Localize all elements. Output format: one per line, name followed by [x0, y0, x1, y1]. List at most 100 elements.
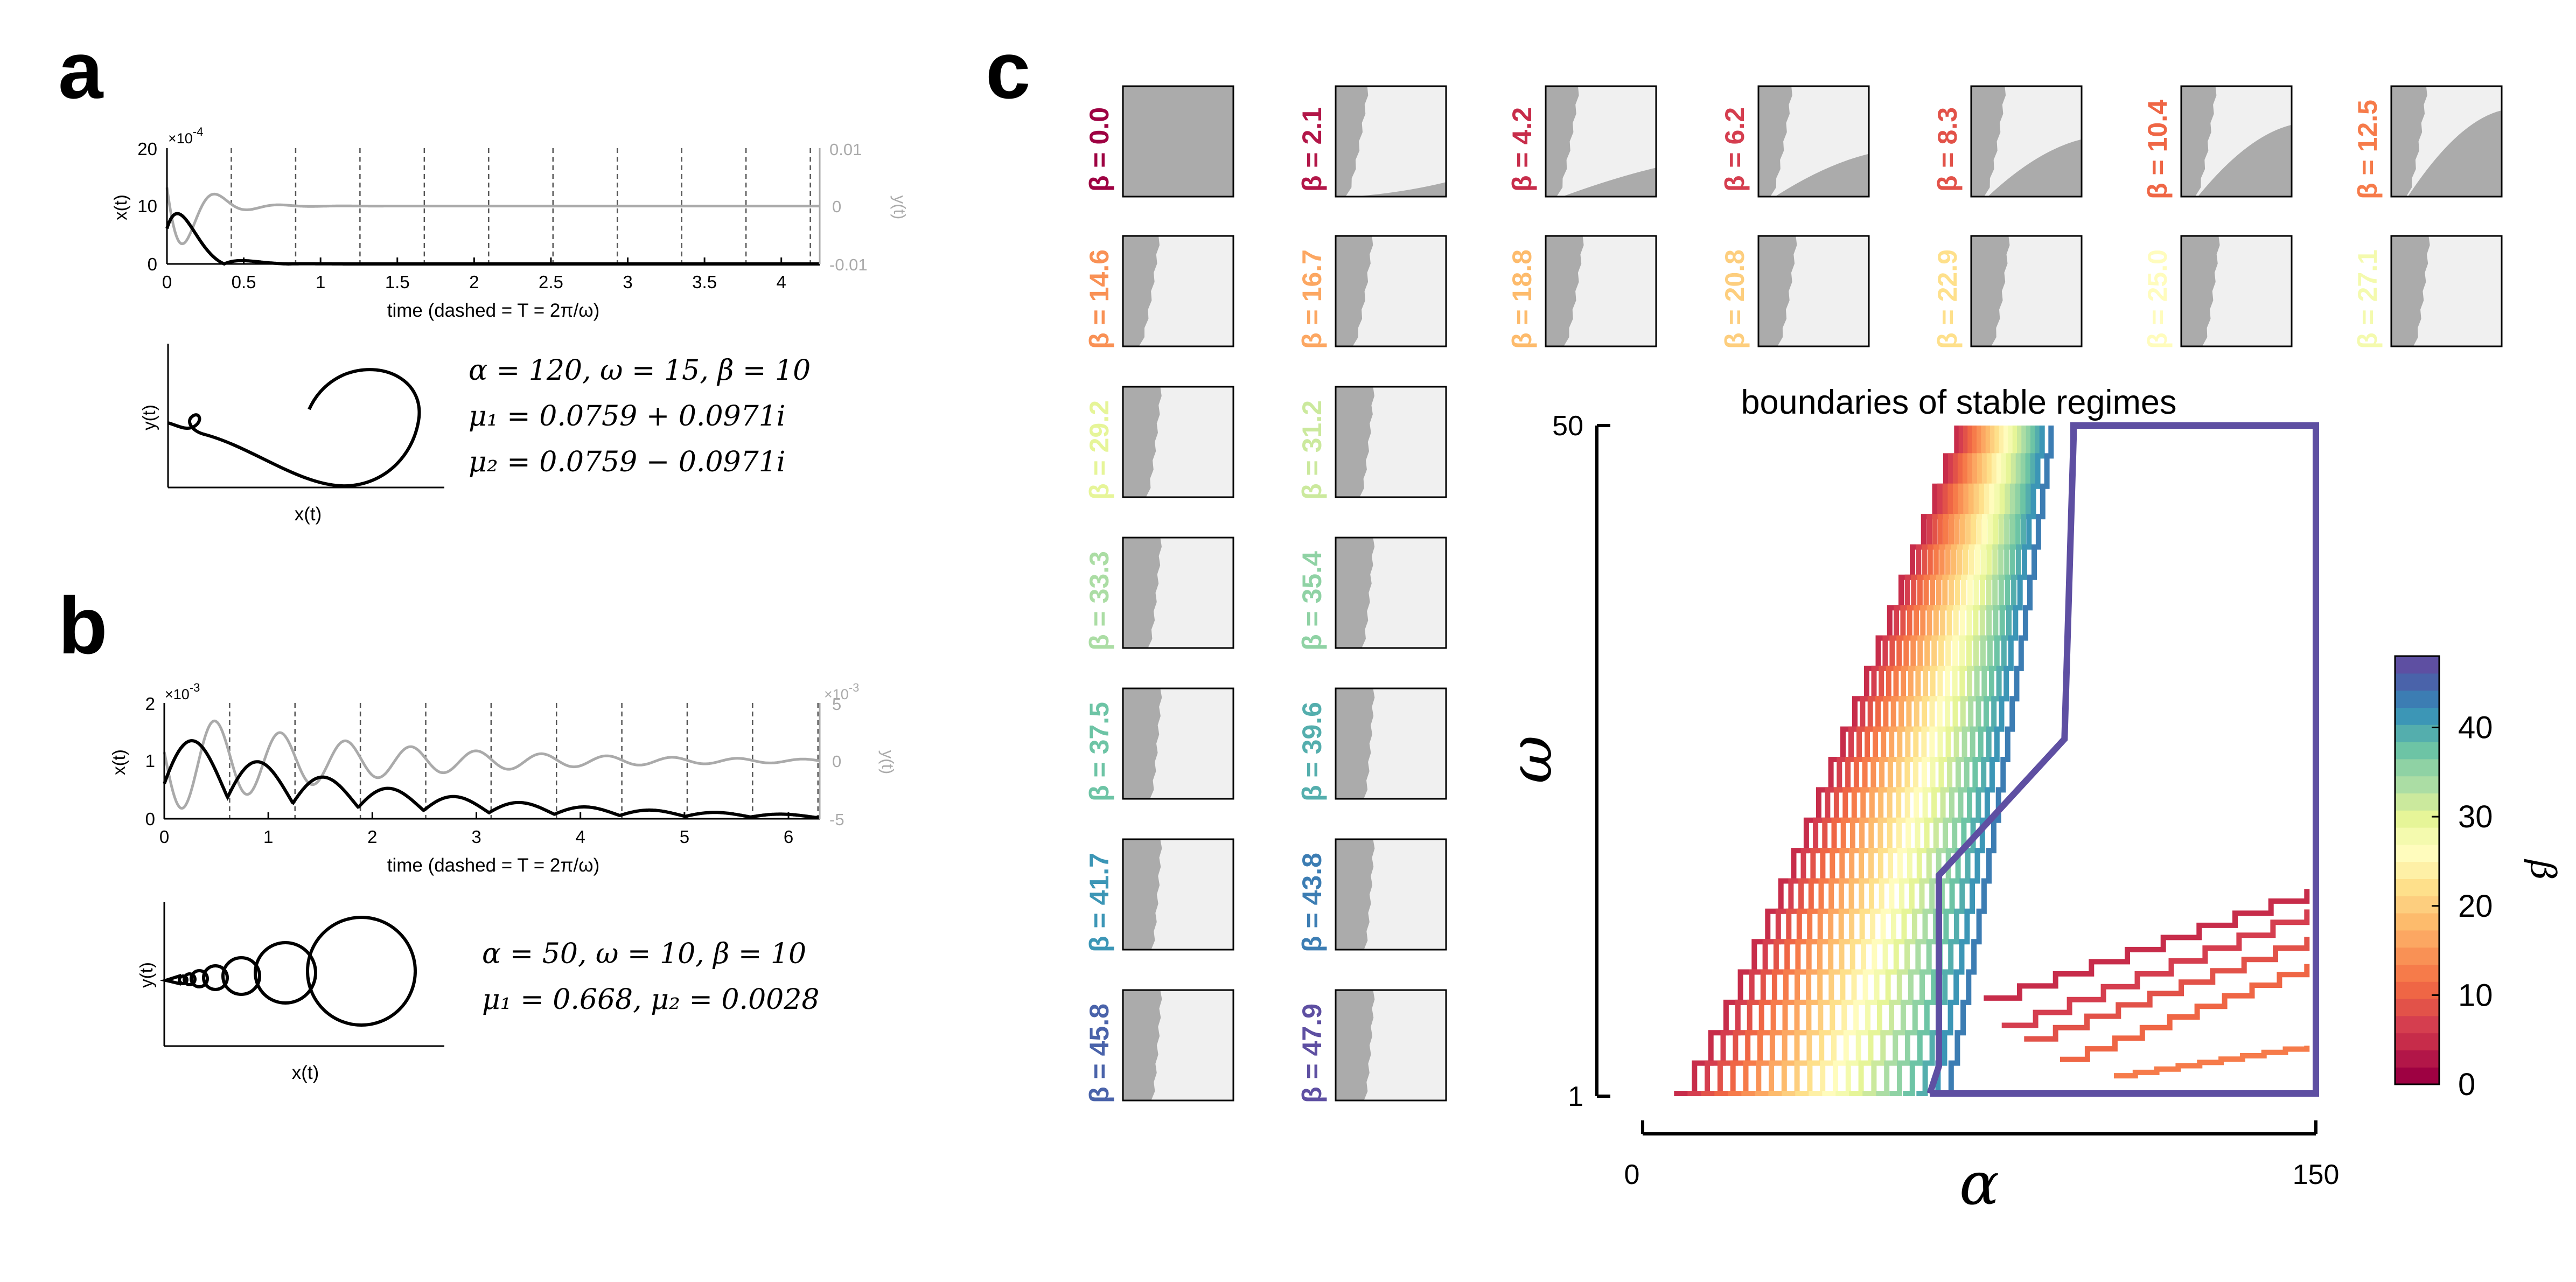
lower-boundary-contour [2114, 1046, 2310, 1079]
a-xtick-label: 3 [623, 272, 632, 292]
beta-thumbnail: β = 31.2 [1297, 386, 1447, 500]
beta-label: β = 6.2 [1720, 107, 1750, 192]
colorbar-ticks: 0 10 20 30 40 [2432, 710, 2493, 1102]
beta-thumbnail: β = 39.6 [1297, 687, 1447, 802]
thumbnail-frame [1122, 687, 1234, 800]
panel-label-c: c [986, 25, 1030, 115]
beta-label: β = 25.0 [2142, 249, 2173, 349]
colorbar-bands [2395, 656, 2439, 1085]
beta-label: β = 22.9 [1932, 249, 1963, 349]
beta-label: β = 43.8 [1297, 853, 1327, 952]
colorbar-frame [2394, 655, 2440, 1085]
colorbar-band [2395, 1067, 2439, 1085]
colorbar-band [2395, 793, 2439, 811]
beta-thumbnail: β = 25.0 [2142, 235, 2293, 349]
beta-thumbnail: β = 33.3 [1084, 537, 1234, 651]
contour-plot: boundaries of stable regimes 50 1 ω 0 15… [1496, 384, 2339, 1218]
panel-label-a: a [58, 25, 104, 115]
panel-a-ytick-20: 20 [137, 139, 157, 159]
thumbnail-stable-region [1556, 86, 1656, 197]
contour-title: boundaries of stable regimes [1741, 384, 2177, 421]
beta-thumbnail-grid: β = 0.0 β = 2.1 β = 4.2 β = 6.2 β = 8.3 β = 1… [1084, 85, 2503, 1103]
colorbar-band [2395, 844, 2439, 862]
panel-b-phase-xlabel: x(t) [292, 1062, 319, 1083]
thumbnail-stable-region [1359, 387, 1446, 497]
beta-label: β = 12.5 [2352, 100, 2383, 199]
colorbar-band [2395, 776, 2439, 793]
panel-a-phase-trajectory [167, 368, 421, 488]
colorbar-band [2395, 656, 2439, 674]
panel-b-x-tick-labels: 0 1 2 3 4 5 6 [159, 827, 793, 847]
panel-a-y-series [165, 187, 820, 246]
thumbnail-stable-region [1352, 236, 1446, 346]
lower-boundary-contour [2024, 937, 2310, 1042]
beta-colorbar: 0 10 20 30 40 β [2394, 655, 2563, 1102]
thumbnail-stable-region [1777, 236, 1869, 346]
boundary-contours [1674, 422, 2319, 1097]
thumbnail-stable-region [1364, 688, 1446, 799]
thumbnail-stable-region [1139, 236, 1233, 346]
thumbnail-frame [1335, 989, 1447, 1102]
thumbnail-stable-region [1991, 236, 2082, 346]
beta-label: β = 16.7 [1297, 249, 1327, 349]
colorbar-tick-label: 10 [2458, 978, 2493, 1013]
a-xtick-label: 0.5 [232, 272, 256, 292]
beta-label: β = 8.3 [1932, 107, 1963, 192]
colorbar-band [2395, 913, 2439, 931]
a-xtick-label: 0 [162, 272, 172, 292]
beta-thumbnail: β = 27.1 [2352, 235, 2503, 349]
colorbar-band [2395, 827, 2439, 845]
thumbnail-lower-unstable [1562, 168, 1656, 197]
thumbnail-frame [1122, 537, 1234, 649]
thumbnail-lower-unstable [1352, 182, 1446, 197]
beta-label: β = 31.2 [1297, 400, 1327, 500]
panel-a-mu1: μ₁ = 0.0759 + 0.0971i [469, 400, 785, 433]
panel-c: β = 0.0 β = 2.1 β = 4.2 β = 6.2 β = 8.3 β = 1… [1084, 85, 2563, 1218]
panel-b-x-series [163, 739, 820, 819]
beta-label: β = 2.1 [1297, 107, 1327, 192]
thumbnail-frame [1122, 85, 1234, 198]
colorbar-band [2395, 947, 2439, 965]
panel-a-params: α = 120, ω = 15, β = 10 [469, 354, 811, 387]
panel-b-phase-plot: x(t) y(t) [136, 902, 444, 1083]
thumbnail-lower-unstable [1775, 154, 1869, 197]
beta-thumbnail: β = 35.4 [1297, 537, 1447, 651]
panel-a-phase-xlabel: x(t) [295, 504, 322, 525]
beta-label: β = 0.0 [1084, 107, 1114, 192]
thumbnail-stable-region [1364, 839, 1446, 950]
thumbnail-stable-region [2413, 236, 2502, 346]
panel-b-ylabel-right: y(t) [878, 750, 897, 775]
thumbnail-frame [1122, 838, 1234, 951]
panel-b-mu: μ₁ = 0.668, μ₂ = 0.0028 [482, 984, 819, 1016]
beta-thumbnail: β = 29.2 [1084, 386, 1234, 500]
thumbnail-lower-unstable [2407, 110, 2502, 197]
panel-b-ytick-2: 2 [145, 694, 155, 714]
thumbnail-stable-region [1150, 688, 1233, 799]
thumbnail-stable-region [1151, 839, 1233, 950]
thumbnail-stable-region [1563, 236, 1656, 346]
panel-a-time-label: time (dashed = T = 2π/ω) [387, 300, 600, 321]
panel-b: 0 1 2 ×10-3 x(t) ×10-3 5 0 -5 y(t) 0 1 2 3 4… [109, 681, 897, 1083]
panel-a-ylabel-right: y(t) [890, 196, 909, 220]
beta-thumbnail: β = 22.9 [1932, 235, 2083, 349]
panel-a-x-tick-labels: 0 0.5 1 1.5 2 2.5 3 3.5 4 [162, 272, 786, 292]
thumbnail-frame [1335, 386, 1447, 498]
thumbnail-frame [2390, 235, 2503, 347]
panel-b-xlabel-left: x(t) [109, 749, 129, 775]
b-xtick-label: 6 [784, 827, 793, 847]
thumbnail-frame [1335, 537, 1447, 649]
beta-label: β = 14.6 [1084, 249, 1114, 349]
beta-thumbnail: β = 18.8 [1507, 235, 1657, 349]
beta-label: β = 27.1 [2352, 249, 2383, 349]
thumbnail-frame [2180, 235, 2293, 347]
colorbar-band [2395, 1015, 2439, 1034]
a-xtick-label: 1.5 [385, 272, 410, 292]
colorbar-band [2395, 707, 2439, 725]
beta-label: β = 10.4 [2142, 100, 2173, 199]
alpha-tick-label-0: 0 [1624, 1159, 1640, 1190]
panel-a-phase-plot: x(t) y(t) [139, 344, 444, 525]
beta-label: β = 37.5 [1084, 702, 1114, 802]
panel-b-y-series [163, 719, 820, 810]
max-beta-boundary-contour [1926, 422, 2319, 1097]
b-xtick-label: 0 [159, 827, 169, 847]
